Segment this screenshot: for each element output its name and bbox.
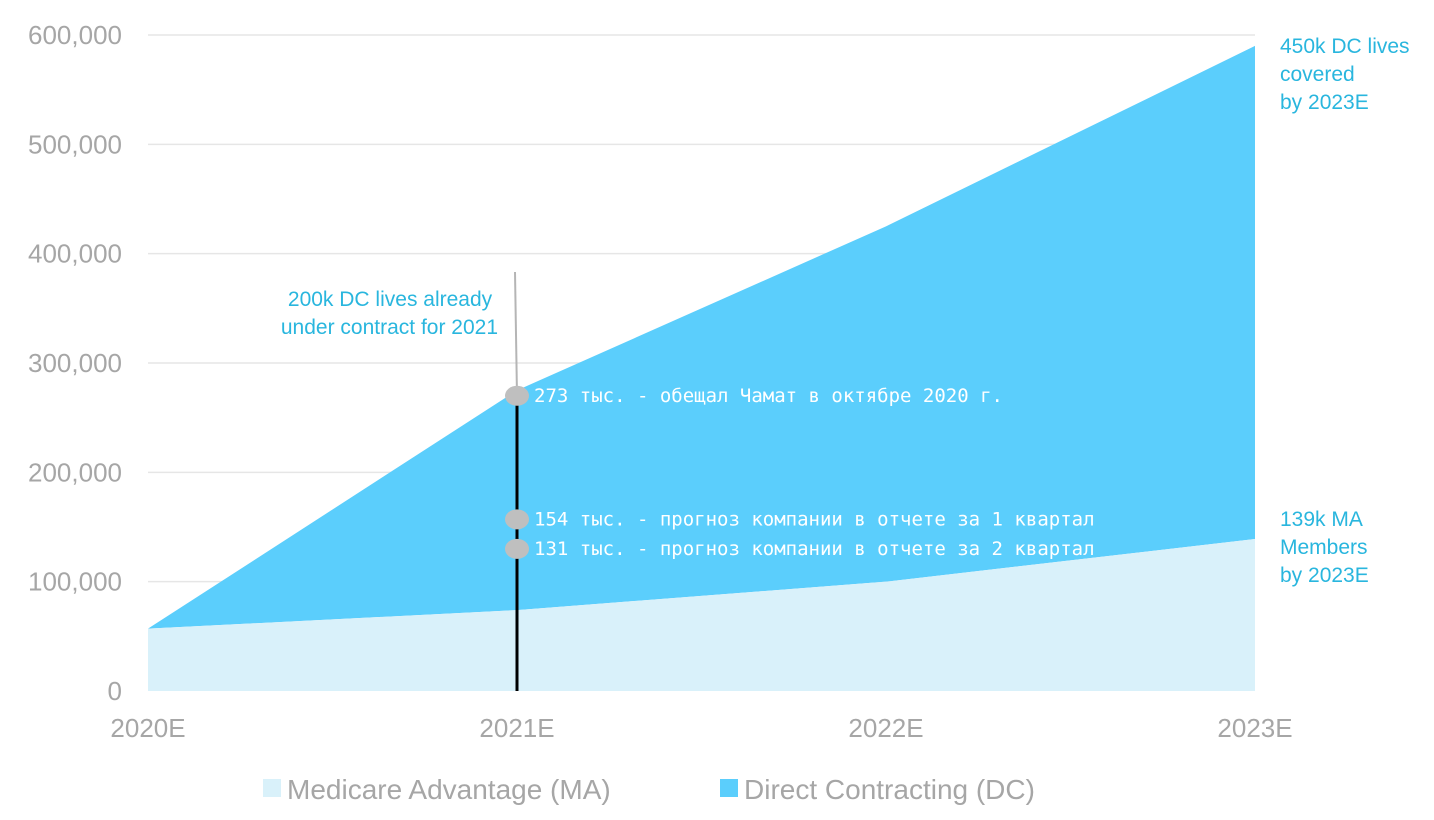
dc-2023-annotation: 450k DC lives covered by 2023E [1280, 35, 1415, 114]
x-tick-label-2022E: 2022E [848, 713, 923, 743]
y-tick-label-5: 500,000 [28, 129, 122, 159]
marker-point-2 [505, 538, 529, 559]
x-axis-ticks: 2020E 2021E 2022E 2023E [110, 713, 1292, 743]
annotation-leader-line [514, 271, 518, 396]
area-ma [148, 539, 1255, 691]
marker-point-label-2: 131 тыс. - прогноз компании в отчете за … [534, 538, 1095, 560]
legend-label-ma: Medicare Advantage (MA) [287, 774, 611, 805]
dc-2023-annotation-line-3: by 2023E [1280, 91, 1369, 114]
x-tick-label-2020E: 2020E [110, 713, 185, 743]
y-tick-label-2: 200,000 [28, 457, 122, 487]
plot-areas [148, 45, 1255, 691]
ma-2023-annotation: 139k MA Members by 2023E [1280, 508, 1373, 587]
marker-point-label-1: 154 тыс. - прогноз компании в отчете за … [534, 508, 1095, 530]
y-axis-ticks: 0 100,000 200,000 300,000 400,000 500,000 600,… [28, 20, 122, 706]
y-tick-label-6: 600,000 [28, 20, 122, 50]
x-tick-label-2023E: 2023E [1217, 713, 1292, 743]
marker-point-label-0: 273 тыс. - обещал Чамат в октябре 2020 г… [534, 385, 1003, 407]
ma-2023-annotation-line-1: 139k MA [1280, 508, 1363, 531]
dc-2021-annotation: 200k DC lives already under contract for… [281, 288, 498, 339]
legend-swatch-dc [720, 779, 738, 797]
dc-2023-annotation-line-1: 450k DC lives [1280, 35, 1410, 58]
marker-point-0 [505, 385, 529, 406]
marker-2021: 273 тыс. - обещал Чамат в октябре 2020 г… [505, 271, 1095, 691]
dc-2021-annotation-line-2: under contract for 2021 [281, 316, 498, 339]
dc-2021-annotation-line-1: 200k DC lives already [288, 288, 493, 311]
y-tick-label-4: 400,000 [28, 239, 122, 269]
ma-2023-annotation-line-2: Members [1280, 536, 1368, 559]
x-tick-label-2021E: 2021E [479, 713, 554, 743]
marker-point-1 [505, 509, 529, 530]
area-dc [148, 45, 1255, 629]
legend: Medicare Advantage (MA) Direct Contracti… [263, 774, 1035, 805]
dc-2023-annotation-line-2: covered [1280, 63, 1355, 86]
y-tick-label-1: 100,000 [28, 567, 122, 597]
y-tick-label-0: 0 [108, 676, 122, 706]
ma-2023-annotation-line-3: by 2023E [1280, 564, 1369, 587]
legend-swatch-ma [263, 779, 281, 797]
y-tick-label-3: 300,000 [28, 348, 122, 378]
legend-label-dc: Direct Contracting (DC) [744, 774, 1035, 805]
